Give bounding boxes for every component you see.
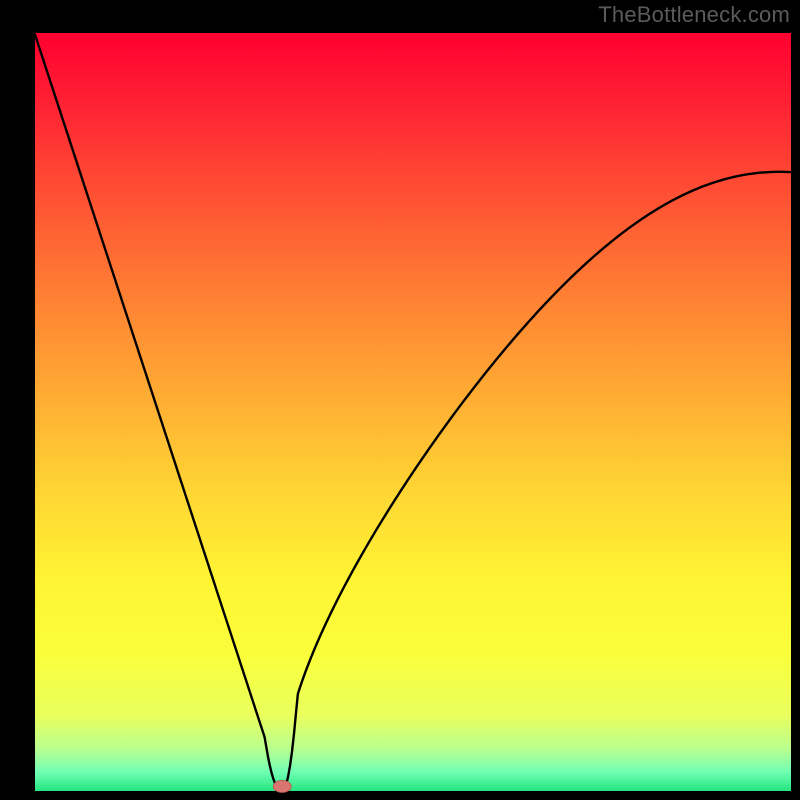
plot-area [35, 33, 791, 791]
optimum-marker [273, 780, 291, 792]
watermark-text: TheBottleneck.com [598, 2, 790, 28]
chart-svg [0, 0, 800, 800]
chart-container: TheBottleneck.com [0, 0, 800, 800]
